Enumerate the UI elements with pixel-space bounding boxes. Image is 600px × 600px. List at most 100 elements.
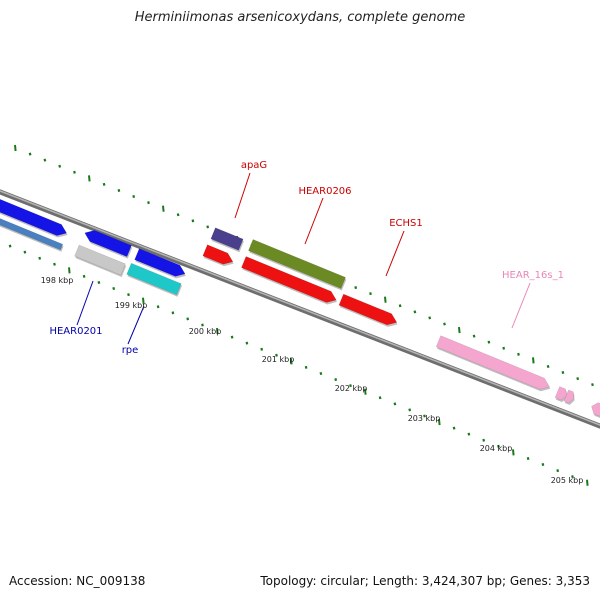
outer-tick <box>576 377 580 381</box>
inner-tick <box>97 280 101 284</box>
inner-tick <box>438 418 441 426</box>
outer-tick <box>117 188 121 192</box>
inner-tick <box>216 327 219 335</box>
gene-label-hear-16s-1: HEAR_16s_1 <box>502 270 564 281</box>
gene-HEAR_16s_1-body <box>435 335 550 390</box>
inner-tick <box>526 456 530 460</box>
map-title: Herminiimonas arsenicoxydans, complete g… <box>134 10 466 25</box>
inner-tick <box>53 262 56 266</box>
gene-pink-small-1-body <box>554 386 567 401</box>
gene-features <box>0 193 600 420</box>
outer-tick <box>176 213 180 217</box>
callout-line-apag <box>234 172 251 219</box>
inner-tick <box>38 256 42 260</box>
inner-tick <box>467 432 471 436</box>
inner-tick <box>482 438 486 442</box>
inner-tick <box>378 396 382 400</box>
outer-tick <box>102 182 106 186</box>
gene-blue-left-body <box>84 230 132 257</box>
inner-tick <box>304 365 308 369</box>
gene-HEAR0206 <box>248 239 347 291</box>
gene-HEAR_16s_1 <box>435 335 551 392</box>
gene-callouts: apaG HEAR0206 ECHS1 HEAR_16s_1 HEAR0201 rpe <box>49 160 564 356</box>
inner-tick <box>260 347 264 351</box>
outer-tick <box>428 316 432 320</box>
outer-tick <box>443 322 446 326</box>
gene-pink-edge <box>591 402 600 420</box>
gene-pink-small-2-body <box>563 389 574 404</box>
outer-tick <box>591 383 594 387</box>
outer-tick <box>532 357 535 364</box>
outer-tick <box>517 352 520 356</box>
gene-ECHS1 <box>338 293 398 327</box>
gene-blue-left <box>84 230 133 259</box>
gene-steelblue-body <box>0 209 64 251</box>
gene-pink-small-1 <box>554 386 568 403</box>
gene-pink-small-2 <box>563 389 575 405</box>
inner-tick <box>556 469 560 473</box>
inner-tick <box>319 371 323 376</box>
inner-tick <box>201 323 204 327</box>
gene-blue-right <box>134 248 186 279</box>
outer-tick <box>384 296 387 303</box>
inner-tick <box>290 358 293 365</box>
callout-line-hear0206 <box>304 197 324 245</box>
kbp-label: 199 kbp <box>115 301 148 310</box>
gene-red-small-body <box>202 244 234 265</box>
backbone-highlight <box>0 190 600 426</box>
inner-tick <box>156 305 160 309</box>
kbp-label: 205 kbp <box>551 476 584 485</box>
inner-tick <box>142 297 145 304</box>
kbp-label: 204 kbp <box>480 444 513 453</box>
gene-steelblue <box>0 209 64 252</box>
gene-pink-edge-body <box>591 402 600 418</box>
outer-tick <box>398 304 402 308</box>
gene-HEAR0201-body <box>74 244 126 276</box>
inner-tick <box>541 463 545 467</box>
outer-tick <box>43 158 47 162</box>
inner-tick <box>512 449 515 456</box>
inner-tick <box>275 353 278 357</box>
outer-tick <box>487 340 491 344</box>
outer-tick <box>472 334 476 338</box>
gene-red-long <box>241 256 338 305</box>
inner-tick <box>68 267 71 274</box>
genome-summary: Topology: circular; Length: 3,424,307 bp… <box>260 574 590 588</box>
kbp-label: 198 kbp <box>41 276 74 285</box>
outer-tick <box>147 201 150 205</box>
inner-tick <box>452 426 456 430</box>
outer-tick <box>354 286 358 290</box>
outer-tick <box>369 292 372 296</box>
inner-tick <box>349 384 352 388</box>
outer-tick <box>191 219 195 223</box>
outer-tick <box>14 144 17 152</box>
outer-tick <box>88 175 91 182</box>
gene-HEAR0206-body <box>248 239 346 289</box>
inner-tick <box>334 378 338 382</box>
inner-tick <box>364 388 367 395</box>
inner-tick <box>586 479 589 486</box>
gene-rpe-body <box>126 262 182 296</box>
inner-tick <box>423 414 426 418</box>
gene-blue-right-body <box>134 248 186 277</box>
kbp-label: 201 kbp <box>262 355 295 364</box>
inner-tick <box>393 402 397 406</box>
inner-tick <box>408 408 412 412</box>
outer-tick <box>546 364 550 368</box>
inner-tick <box>571 475 574 479</box>
kbp-scale-labels: 198 kbp 199 kbp 200 kbp 201 kbp 202 kbp 203 k… <box>41 276 584 485</box>
gene-red-small <box>202 244 234 267</box>
accession-label: Accession: NC_009138 <box>9 574 146 588</box>
callout-line-hear0201 <box>76 280 94 326</box>
inner-tick-track <box>8 244 589 486</box>
gene-label-hear0206: HEAR0206 <box>298 186 351 197</box>
outer-tick <box>73 170 76 174</box>
outer-tick <box>458 326 461 334</box>
outer-tick <box>132 195 136 199</box>
inner-tick <box>82 274 86 278</box>
backbone-line <box>0 189 600 429</box>
gene-apaG-body <box>210 227 244 251</box>
gene-rpe <box>126 262 183 297</box>
inner-tick <box>8 244 12 248</box>
